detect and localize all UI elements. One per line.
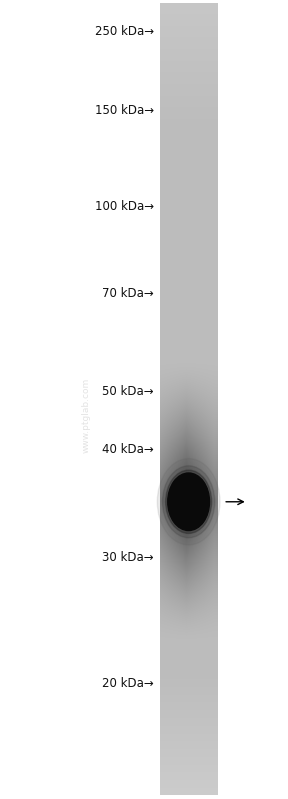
Text: 30 kDa→: 30 kDa→ (103, 551, 154, 564)
Text: 50 kDa→: 50 kDa→ (103, 385, 154, 398)
Text: 20 kDa→: 20 kDa→ (102, 677, 154, 690)
Ellipse shape (166, 470, 212, 534)
Text: 150 kDa→: 150 kDa→ (95, 104, 154, 117)
Text: www.ptglab.com: www.ptglab.com (82, 378, 91, 453)
Text: 40 kDa→: 40 kDa→ (102, 443, 154, 456)
Text: 70 kDa→: 70 kDa→ (102, 287, 154, 300)
Ellipse shape (162, 466, 215, 538)
Ellipse shape (157, 459, 220, 545)
Ellipse shape (168, 473, 210, 531)
Text: 100 kDa→: 100 kDa→ (95, 200, 154, 213)
Text: 250 kDa→: 250 kDa→ (95, 26, 154, 38)
